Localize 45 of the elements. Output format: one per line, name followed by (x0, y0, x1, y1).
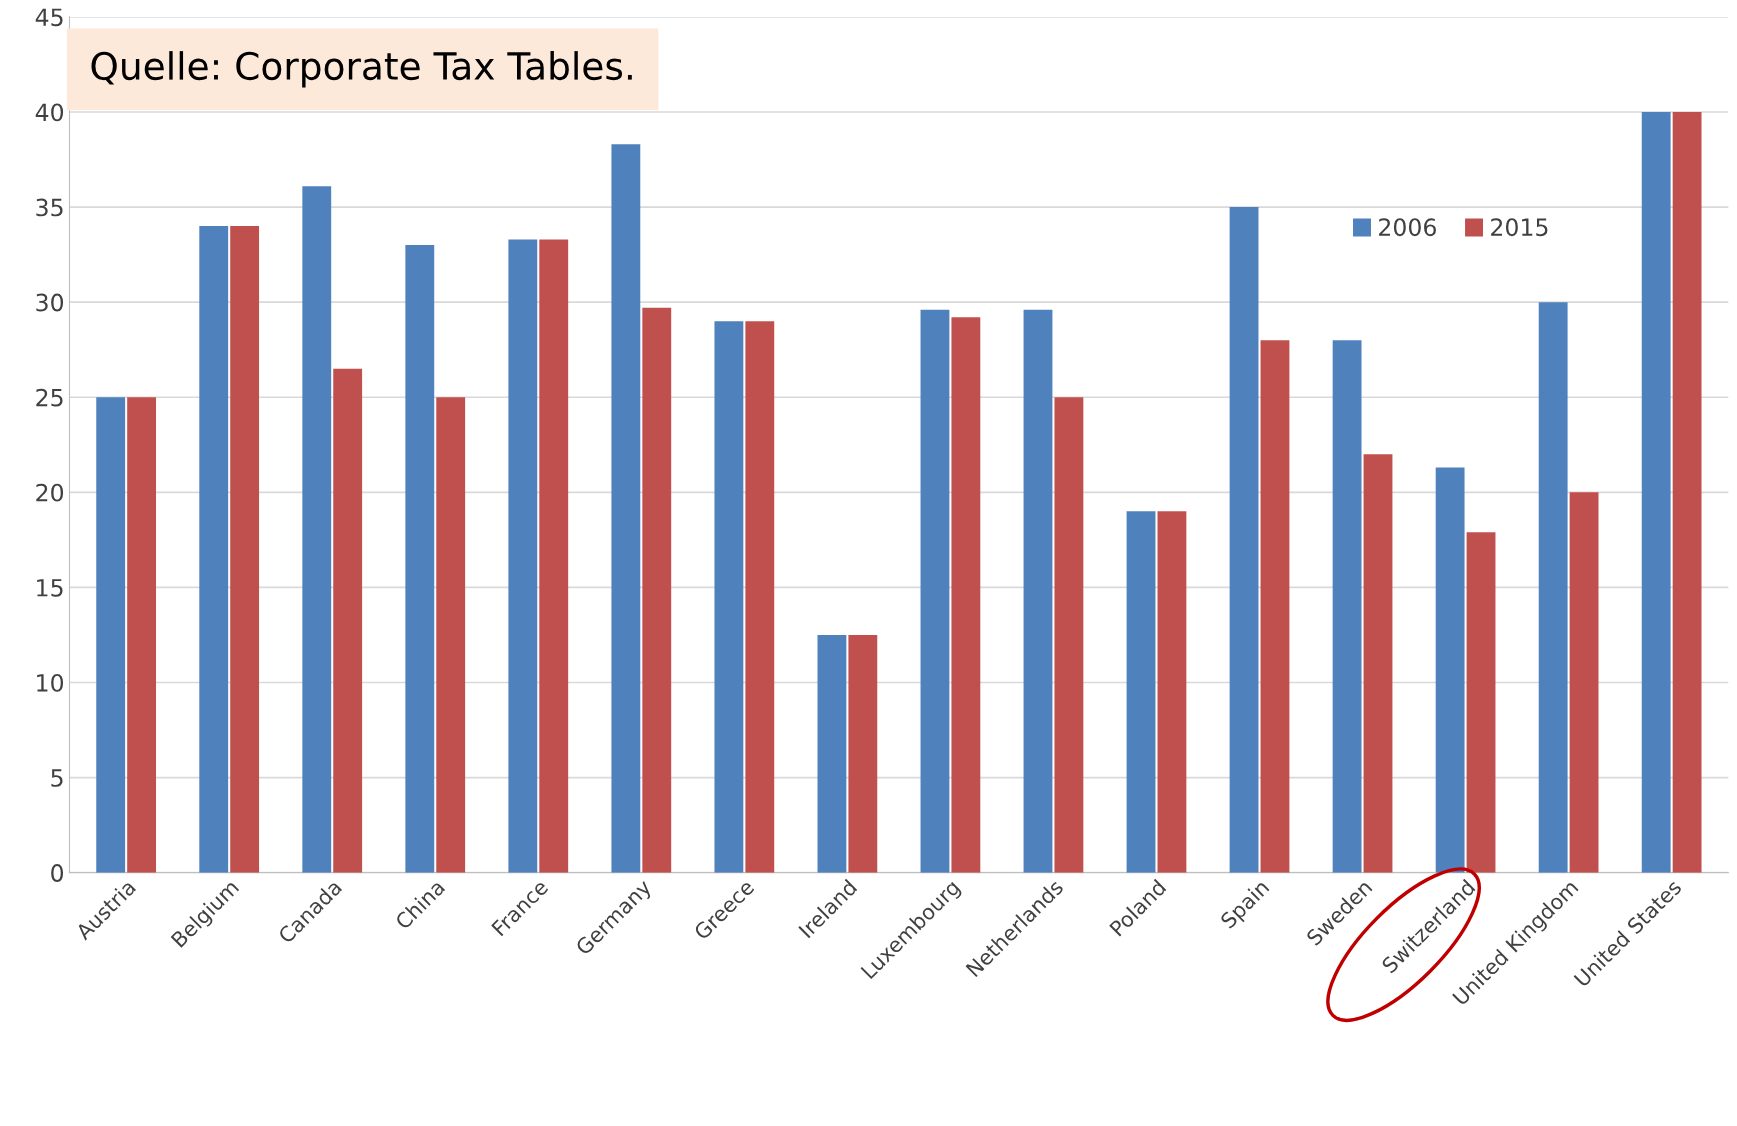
y-tick-label: 45 (35, 8, 63, 27)
bar (405, 245, 435, 873)
y-tick-label: 10 (37, 673, 64, 692)
bar (848, 634, 878, 873)
bar (951, 317, 981, 873)
bar (1023, 309, 1053, 873)
bar (1569, 492, 1599, 873)
bar (611, 144, 641, 873)
bar (1332, 340, 1362, 873)
bar (1363, 454, 1393, 873)
y-tick-label: 30 (36, 293, 64, 312)
y-tick-label: 0 (51, 864, 64, 882)
legend-label: 2006 (1379, 218, 1436, 237)
bar (436, 397, 466, 873)
bar (230, 226, 260, 873)
bar (1435, 467, 1465, 873)
bar (1126, 511, 1156, 873)
bar (1229, 207, 1259, 873)
bar (333, 368, 363, 873)
bar (642, 307, 672, 873)
bar (1260, 340, 1290, 873)
y-tick-label: 5 (51, 769, 63, 787)
bar (127, 397, 157, 873)
bar (920, 309, 950, 873)
y-tick-label: 25 (36, 388, 63, 407)
y-tick-label: 35 (36, 198, 63, 217)
bar (817, 634, 847, 873)
bar (714, 321, 744, 873)
bar (96, 397, 126, 873)
bar (302, 186, 332, 873)
bar (1054, 397, 1084, 873)
bar (1466, 532, 1496, 873)
bar (199, 226, 229, 873)
bar (1157, 511, 1187, 873)
bar (539, 239, 569, 873)
y-tick-label: 40 (35, 103, 64, 122)
bar (1641, 111, 1671, 873)
y-tick-label: 20 (36, 483, 64, 502)
legend-label: 2015 (1491, 218, 1548, 237)
y-tick-label: 15 (37, 579, 63, 597)
bar (745, 321, 775, 873)
bar (1672, 111, 1702, 873)
annotation: Quelle: Corporate Tax Tables. (91, 51, 632, 88)
bar (508, 239, 538, 873)
bar (1538, 302, 1568, 873)
